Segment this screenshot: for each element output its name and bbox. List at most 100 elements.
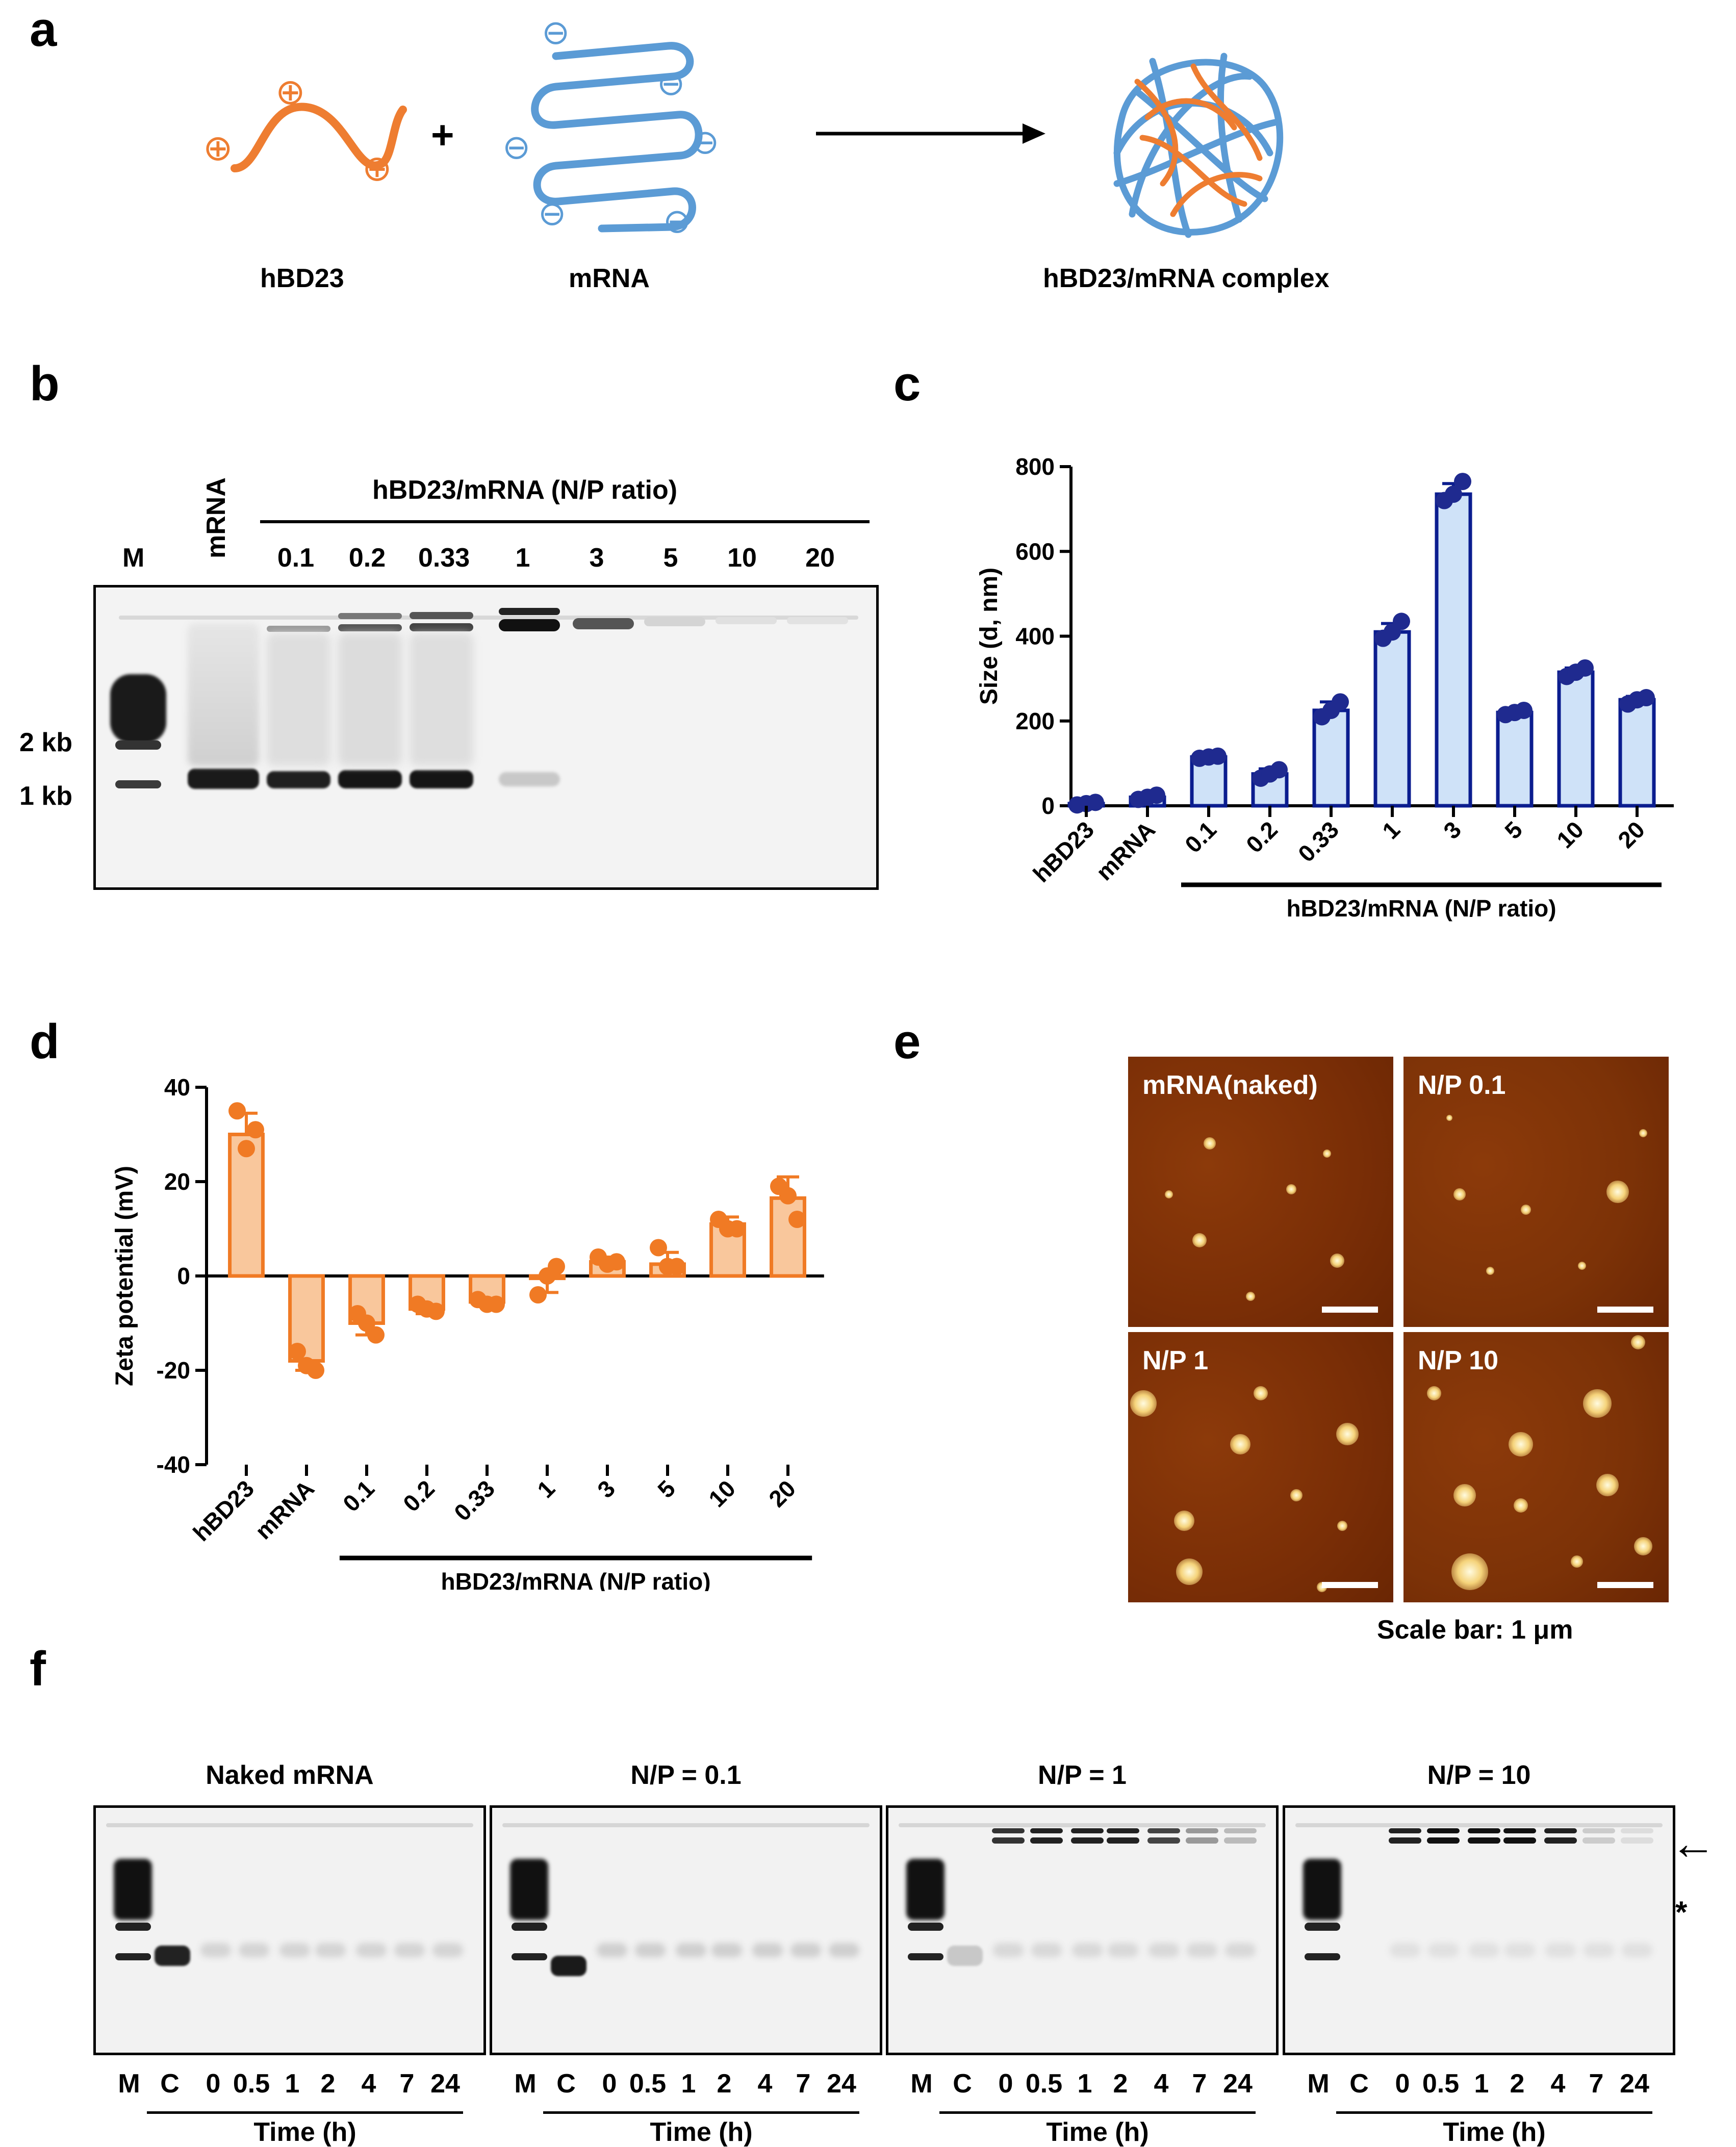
label-hbd23: hBD23 — [260, 264, 344, 293]
y-tick-label: 0 — [1041, 793, 1055, 819]
afm-particle — [1204, 1137, 1216, 1149]
well-band-np-20 — [787, 617, 848, 624]
afm-particle — [1230, 1434, 1250, 1454]
data-point — [1393, 612, 1410, 630]
time-axis-label: Time (h) — [1443, 2117, 1546, 2147]
y-axis-label: Zeta potential (mV) — [111, 1166, 138, 1386]
gel-f-lane-label: 1 — [285, 2069, 300, 2099]
degradation-smear — [356, 1943, 387, 1957]
y-tick-label: 0 — [177, 1263, 190, 1289]
afm-particle — [1578, 1262, 1586, 1270]
data-point — [529, 1286, 547, 1303]
afm-particle — [1451, 1553, 1488, 1590]
data-point — [1332, 693, 1349, 711]
gel-f-lane-label: 1 — [1474, 2069, 1489, 2099]
gel-b-lane-label: 0.1 — [277, 543, 315, 573]
well-band-np-5 — [644, 617, 705, 626]
afm-tile: N/P 1 — [1128, 1332, 1393, 1602]
degradation-smear — [1504, 1943, 1535, 1957]
x-tick-label: 5 — [1499, 816, 1527, 844]
afm-particle — [1290, 1489, 1303, 1501]
gel-f-title: Naked mRNA — [206, 1760, 374, 1790]
well-complex-band — [1030, 1828, 1063, 1833]
y-tick-label: 40 — [164, 1074, 190, 1101]
x-axis-label: hBD23/mRNA (N/P ratio) — [441, 1568, 711, 1591]
degradation-smear — [1390, 1943, 1420, 1957]
time-axis-line — [543, 2111, 859, 2114]
time-axis-line — [147, 2111, 463, 2114]
gel-f — [93, 1805, 486, 2055]
y-tick-label: 800 — [1015, 453, 1055, 480]
ladder-smear — [114, 1859, 152, 1920]
ladder-top-smear — [110, 674, 166, 743]
degradation-smear — [1108, 1943, 1138, 1957]
ladder-band — [1305, 1953, 1340, 1960]
gel-f-lane-label: 2 — [1510, 2069, 1525, 2099]
mrna-band — [188, 769, 259, 789]
well-complex-band — [1389, 1837, 1421, 1844]
gel-f-lane-label: M — [118, 2069, 140, 2099]
afm-tile-label: N/P 1 — [1142, 1346, 1209, 1375]
time-axis-label: Time (h) — [650, 2117, 753, 2147]
gel-b-lane-mrna: mRNA — [201, 477, 231, 558]
data-point — [1148, 786, 1165, 804]
well-complex-band — [1582, 1837, 1615, 1844]
afm-particle — [1606, 1181, 1629, 1203]
label-mrna: mRNA — [569, 264, 650, 293]
gel-f-lane-label: 1 — [1077, 2069, 1092, 2099]
x-tick-label: 20 — [1613, 816, 1650, 853]
gel-well-row — [106, 1823, 473, 1827]
ladder-band-1kb — [115, 780, 161, 788]
gel-f-lane-label: C — [160, 2069, 180, 2099]
control-band — [551, 1956, 586, 1976]
degradation-smear — [1148, 1943, 1179, 1957]
well-complex-band — [1071, 1837, 1104, 1844]
negative-charge-icon: ⊖ — [502, 128, 531, 166]
gel-b-lane-label: 0.2 — [348, 543, 386, 573]
afm-particle — [1631, 1335, 1645, 1349]
y-axis-label: Size (d, nm) — [976, 568, 1003, 705]
degradation-smear — [597, 1943, 627, 1957]
gel-b-group-title: hBD23/mRNA (N/P ratio) — [372, 475, 678, 505]
degradation-smear — [1428, 1943, 1459, 1957]
data-point — [289, 1343, 306, 1360]
afm-tile: mRNA(naked) — [1128, 1057, 1393, 1327]
x-tick-label: 0.33 — [1293, 816, 1344, 867]
gel-b — [93, 585, 879, 890]
bar — [1496, 710, 1534, 808]
ladder-band — [512, 1923, 547, 1931]
degradation-smear — [993, 1943, 1024, 1957]
x-tick-label: mRNA — [250, 1475, 319, 1544]
data-point — [1638, 689, 1655, 707]
gel-f-lane-label: 7 — [399, 2069, 415, 2099]
data-point — [1576, 659, 1594, 677]
well-complex-band — [1224, 1837, 1257, 1844]
well-complex-band — [1389, 1828, 1421, 1833]
gel-b-lane-label: 0.33 — [418, 543, 470, 573]
data-point — [788, 1211, 806, 1228]
mrna-smear — [188, 623, 259, 766]
afm-particle — [1514, 1498, 1528, 1513]
scale-bar — [1322, 1582, 1378, 1588]
degradation-smear — [279, 1943, 310, 1957]
well-complex-band — [1621, 1828, 1653, 1833]
x-tick-label: 1 — [1377, 816, 1405, 844]
x-tick-label: 0.1 — [1180, 816, 1221, 858]
well-complex-band — [1621, 1837, 1653, 1844]
ladder-band — [908, 1953, 943, 1960]
gel-f-lane-label: 7 — [1192, 2069, 1207, 2099]
afm-tile-label: N/P 0.1 — [1418, 1070, 1506, 1100]
well-complex-band — [1186, 1828, 1218, 1833]
afm-particle — [1246, 1292, 1255, 1301]
positive-charge-icon: ⊕ — [203, 128, 233, 168]
well-complex-band — [1427, 1828, 1460, 1833]
band-np-0.2 — [338, 770, 402, 788]
smear-np-0.2 — [338, 633, 402, 766]
marker-1kb: 1 kb — [19, 781, 73, 811]
bar — [228, 1133, 265, 1278]
data-point — [1270, 761, 1288, 779]
positive-charge-icon: ⊕ — [362, 148, 392, 188]
ladder-band — [512, 1953, 547, 1960]
ladder-band — [115, 1953, 151, 1960]
degradation-smear — [752, 1943, 783, 1957]
